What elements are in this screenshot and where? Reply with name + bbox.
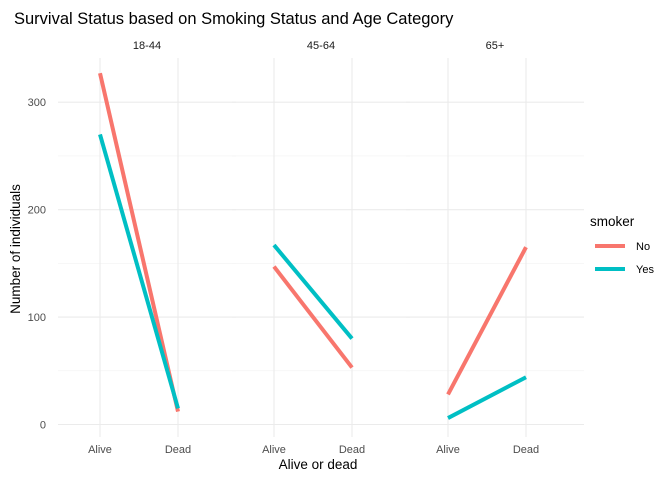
y-tick-label: 300	[28, 97, 46, 109]
y-tick-label: 200	[28, 205, 46, 217]
series-line-no	[272, 265, 354, 369]
facet-panel-1: 18-44 Alive Dead	[58, 40, 236, 456]
series-line-yes	[447, 375, 527, 420]
facet-panel-3: 65+ Alive Dead	[406, 40, 584, 456]
x-tick-label: Dead	[339, 444, 365, 456]
x-tick-label: Alive	[436, 444, 460, 456]
y-axis-label: Number of individuals	[8, 184, 23, 314]
y-tick-label: 100	[28, 312, 46, 324]
y-axis: 0 100 200 300	[28, 97, 46, 431]
chart-title: Survival Status based on Smoking Status …	[14, 10, 454, 28]
series-line-no	[98, 72, 180, 413]
x-tick-label: Dead	[513, 444, 539, 456]
x-tick-label: Alive	[262, 444, 286, 456]
legend: smoker No Yes	[590, 214, 654, 276]
facet-panel-2: 45-64 Alive Dead	[232, 40, 410, 456]
x-tick-label: Alive	[88, 444, 112, 456]
legend-title: smoker	[590, 214, 635, 229]
series-line-no	[446, 246, 528, 396]
facet-label: 45-64	[307, 40, 335, 52]
facet-label: 18-44	[133, 40, 161, 52]
legend-label: Yes	[636, 264, 654, 276]
legend-label: No	[636, 241, 650, 253]
series-line-yes	[98, 133, 180, 409]
facet-panels: 18-44 Alive Dead 45-64 Alive Dead 65+ Alive Dead	[58, 40, 584, 456]
x-axis-label: Alive or dead	[279, 457, 358, 472]
x-tick-label: Dead	[165, 444, 191, 456]
facet-label: 65+	[486, 40, 505, 52]
series-line-yes	[272, 243, 354, 340]
y-tick-label: 0	[40, 420, 46, 432]
